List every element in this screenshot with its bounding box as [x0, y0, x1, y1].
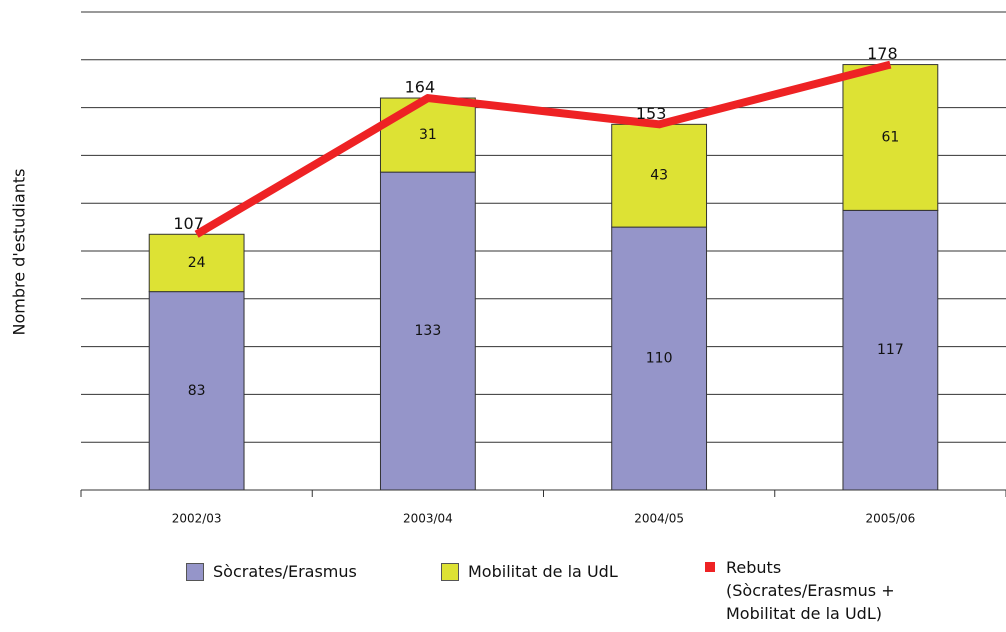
x-tick-label: 2005/06 — [865, 512, 915, 526]
legend-label: Rebuts (Sòcrates/Erasmus + Mobilitat de … — [726, 558, 895, 623]
line-label: 107 — [173, 214, 204, 233]
bar — [148, 291, 245, 491]
legend-swatch — [441, 563, 459, 581]
legend-swatch — [705, 562, 715, 572]
bar-label: 117 — [877, 342, 904, 358]
legend-item: Sòcrates/Erasmus — [186, 560, 426, 583]
bar — [148, 233, 245, 293]
bar-label: 83 — [188, 383, 206, 399]
line-label: 164 — [405, 78, 436, 97]
x-tick-label: 2002/03 — [172, 512, 222, 526]
bar-label: 110 — [646, 351, 673, 367]
bar — [379, 97, 476, 173]
bar — [842, 64, 939, 211]
bar-label: 61 — [881, 129, 899, 145]
x-tick-label: 2003/04 — [403, 512, 453, 526]
bar-label: 24 — [188, 255, 206, 271]
line — [194, 60, 892, 238]
legend-label: Sòcrates/Erasmus — [213, 562, 357, 581]
bar — [379, 171, 476, 491]
bar-label: 31 — [419, 127, 437, 143]
legend-swatch — [186, 563, 204, 581]
legend-item: Mobilitat de la UdL — [441, 560, 681, 583]
bar — [842, 209, 939, 491]
y-axis-label: Nombre d'estudiants — [10, 169, 29, 336]
bar — [611, 226, 708, 491]
line-label: 178 — [867, 44, 898, 63]
line-label: 153 — [636, 104, 667, 123]
legend-item: Rebuts (Sòcrates/Erasmus + Mobilitat de … — [705, 556, 915, 625]
bar-label: 43 — [650, 168, 668, 184]
legend-label: Mobilitat de la UdL — [468, 562, 618, 581]
x-tick-label: 2004/05 — [634, 512, 684, 526]
bar-label: 133 — [415, 323, 442, 339]
